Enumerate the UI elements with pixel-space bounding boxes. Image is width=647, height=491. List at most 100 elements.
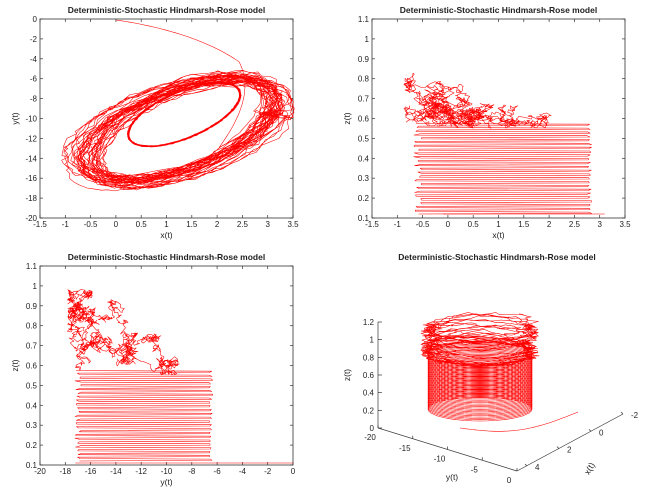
y-tick-label: 0.6 bbox=[358, 115, 370, 124]
x-tick-label: 2 bbox=[567, 446, 572, 455]
y-tick-label: -15 bbox=[399, 444, 411, 453]
y-tick-label: 1.1 bbox=[26, 262, 38, 271]
trajectory-line bbox=[61, 19, 295, 192]
x-axis bbox=[516, 413, 624, 472]
y-tick-label: 0.8 bbox=[26, 322, 38, 331]
x-tick-label: 1 bbox=[164, 220, 169, 229]
z-axis-label: z(t) bbox=[342, 369, 352, 381]
y-tick-label: 0.5 bbox=[26, 381, 38, 390]
x-tick-label: 2 bbox=[215, 220, 220, 229]
chart-yz: Deterministic-Stochastic Hindmarsh-Rose … bbox=[10, 252, 296, 487]
y-tick-label: 0 bbox=[33, 15, 38, 24]
x-tick-label: 0.5 bbox=[136, 220, 148, 229]
limit-cycle-line bbox=[127, 81, 242, 148]
z-tick-label: 1 bbox=[370, 336, 375, 345]
x-tick-label: -18 bbox=[60, 467, 72, 476]
y-tick-label: 0.4 bbox=[358, 154, 370, 163]
y-axis-label: y(t) bbox=[446, 472, 458, 482]
y-tick-label: 0.3 bbox=[358, 174, 370, 183]
y-tick-label: 1 bbox=[365, 35, 370, 44]
y-tick-label: -10 bbox=[434, 455, 446, 464]
z-tick-label: 1.2 bbox=[363, 318, 375, 327]
x-tick-label: -1.5 bbox=[365, 220, 379, 229]
y-tick-label: 0.7 bbox=[26, 342, 38, 351]
y-tick-label: 0.7 bbox=[358, 95, 370, 104]
y-tick-label: 0 bbox=[507, 476, 512, 485]
y-tick-label: -8 bbox=[30, 95, 38, 104]
x-tick-label: 1.5 bbox=[518, 220, 530, 229]
x-tick-label: -1.5 bbox=[33, 220, 47, 229]
z-tick-label: 0 bbox=[370, 424, 375, 433]
x-tick-label: 4 bbox=[535, 463, 540, 472]
y-tick-label: 0.9 bbox=[26, 302, 38, 311]
y-tick-label: -20 bbox=[364, 433, 376, 442]
x-tick-label: -2 bbox=[264, 467, 272, 476]
x-tick-label: 2 bbox=[547, 220, 552, 229]
y-tick-label: 0.1 bbox=[358, 214, 370, 223]
x-tick-label: -4 bbox=[239, 467, 247, 476]
y-tick-label: 0.9 bbox=[358, 55, 370, 64]
plot-frame bbox=[39, 18, 294, 219]
y-tick-label: 0.4 bbox=[26, 401, 38, 410]
chart-title: Deterministic-Stochastic Hindmarsh-Rose … bbox=[68, 252, 265, 262]
x-tick-label: -0.5 bbox=[84, 220, 98, 229]
y-axis-label: y(t) bbox=[10, 112, 20, 124]
noisy-band-line bbox=[67, 289, 180, 376]
y-tick-label: -14 bbox=[25, 154, 37, 163]
y-axis-label: z(t) bbox=[10, 359, 20, 371]
chart-xy: Deterministic-Stochastic Hindmarsh-Rose … bbox=[10, 5, 299, 240]
z-tick-label: 0.8 bbox=[363, 353, 375, 362]
spiral-cylinder bbox=[427, 340, 533, 422]
x-tick-label: 3 bbox=[265, 220, 270, 229]
x-tick-label: -16 bbox=[85, 467, 97, 476]
x-tick-label: -2 bbox=[631, 411, 639, 420]
x-tick-label: -1 bbox=[62, 220, 70, 229]
x-tick-label: 3.5 bbox=[619, 220, 631, 229]
y-tick-label: -2 bbox=[30, 35, 38, 44]
x-tick-label: 3 bbox=[597, 220, 602, 229]
x-tick-mark bbox=[556, 446, 560, 449]
x-tick-mark bbox=[524, 463, 528, 467]
y-tick-label: 0.5 bbox=[358, 134, 370, 143]
x-tick-label: -8 bbox=[188, 467, 196, 476]
z-tick-label: 0.6 bbox=[363, 371, 375, 380]
x-tick-label: -14 bbox=[110, 467, 122, 476]
x-tick-label: 0 bbox=[114, 220, 119, 229]
x-tick-label: -1 bbox=[394, 220, 402, 229]
y-tick-label: -20 bbox=[25, 214, 37, 223]
z-tick-label: 0.2 bbox=[363, 406, 375, 415]
z-tick-label: 0.4 bbox=[363, 389, 375, 398]
x-axis-label: x(t) bbox=[492, 230, 504, 240]
y-tick-label: 1.1 bbox=[358, 15, 370, 24]
y-tick-label: -12 bbox=[25, 134, 37, 143]
y-tick-label: 0.6 bbox=[26, 362, 38, 371]
x-tick-label: 0 bbox=[599, 428, 604, 437]
chart-title: Deterministic-Stochastic Hindmarsh-Rose … bbox=[68, 5, 265, 15]
y-tick-label: -18 bbox=[25, 194, 37, 203]
x-tick-label: -0.5 bbox=[416, 220, 430, 229]
x-axis-label: x(t) bbox=[582, 461, 597, 477]
x-tick-mark bbox=[620, 411, 624, 415]
chart-xyz: Deterministic-Stochastic Hindmarsh-Rose … bbox=[342, 252, 639, 485]
y-tick-label: 0.2 bbox=[358, 194, 370, 203]
x-tick-label: 0 bbox=[291, 467, 296, 476]
sweep-lines bbox=[413, 123, 592, 215]
y-tick-label: 0.3 bbox=[26, 421, 38, 430]
noisy-cap bbox=[420, 312, 540, 368]
x-tick-mark bbox=[588, 429, 592, 432]
y-axis-label: z(t) bbox=[342, 112, 352, 124]
y-tick-label: -6 bbox=[30, 75, 38, 84]
x-tick-label: 2.5 bbox=[237, 220, 249, 229]
y-tick-label: 1 bbox=[33, 282, 38, 291]
x-tick-label: -20 bbox=[34, 467, 46, 476]
x-tick-label: 1.5 bbox=[186, 220, 198, 229]
x-axis-label: y(t) bbox=[160, 477, 172, 487]
y-tick-label: -10 bbox=[25, 115, 37, 124]
x-tick-label: -10 bbox=[161, 467, 173, 476]
y-tick-label: -16 bbox=[25, 174, 37, 183]
y-tick-label: 0.1 bbox=[26, 461, 38, 470]
noisy-band-line bbox=[403, 72, 552, 129]
transient-tail bbox=[459, 411, 579, 432]
y-tick-label: -5 bbox=[471, 465, 479, 474]
